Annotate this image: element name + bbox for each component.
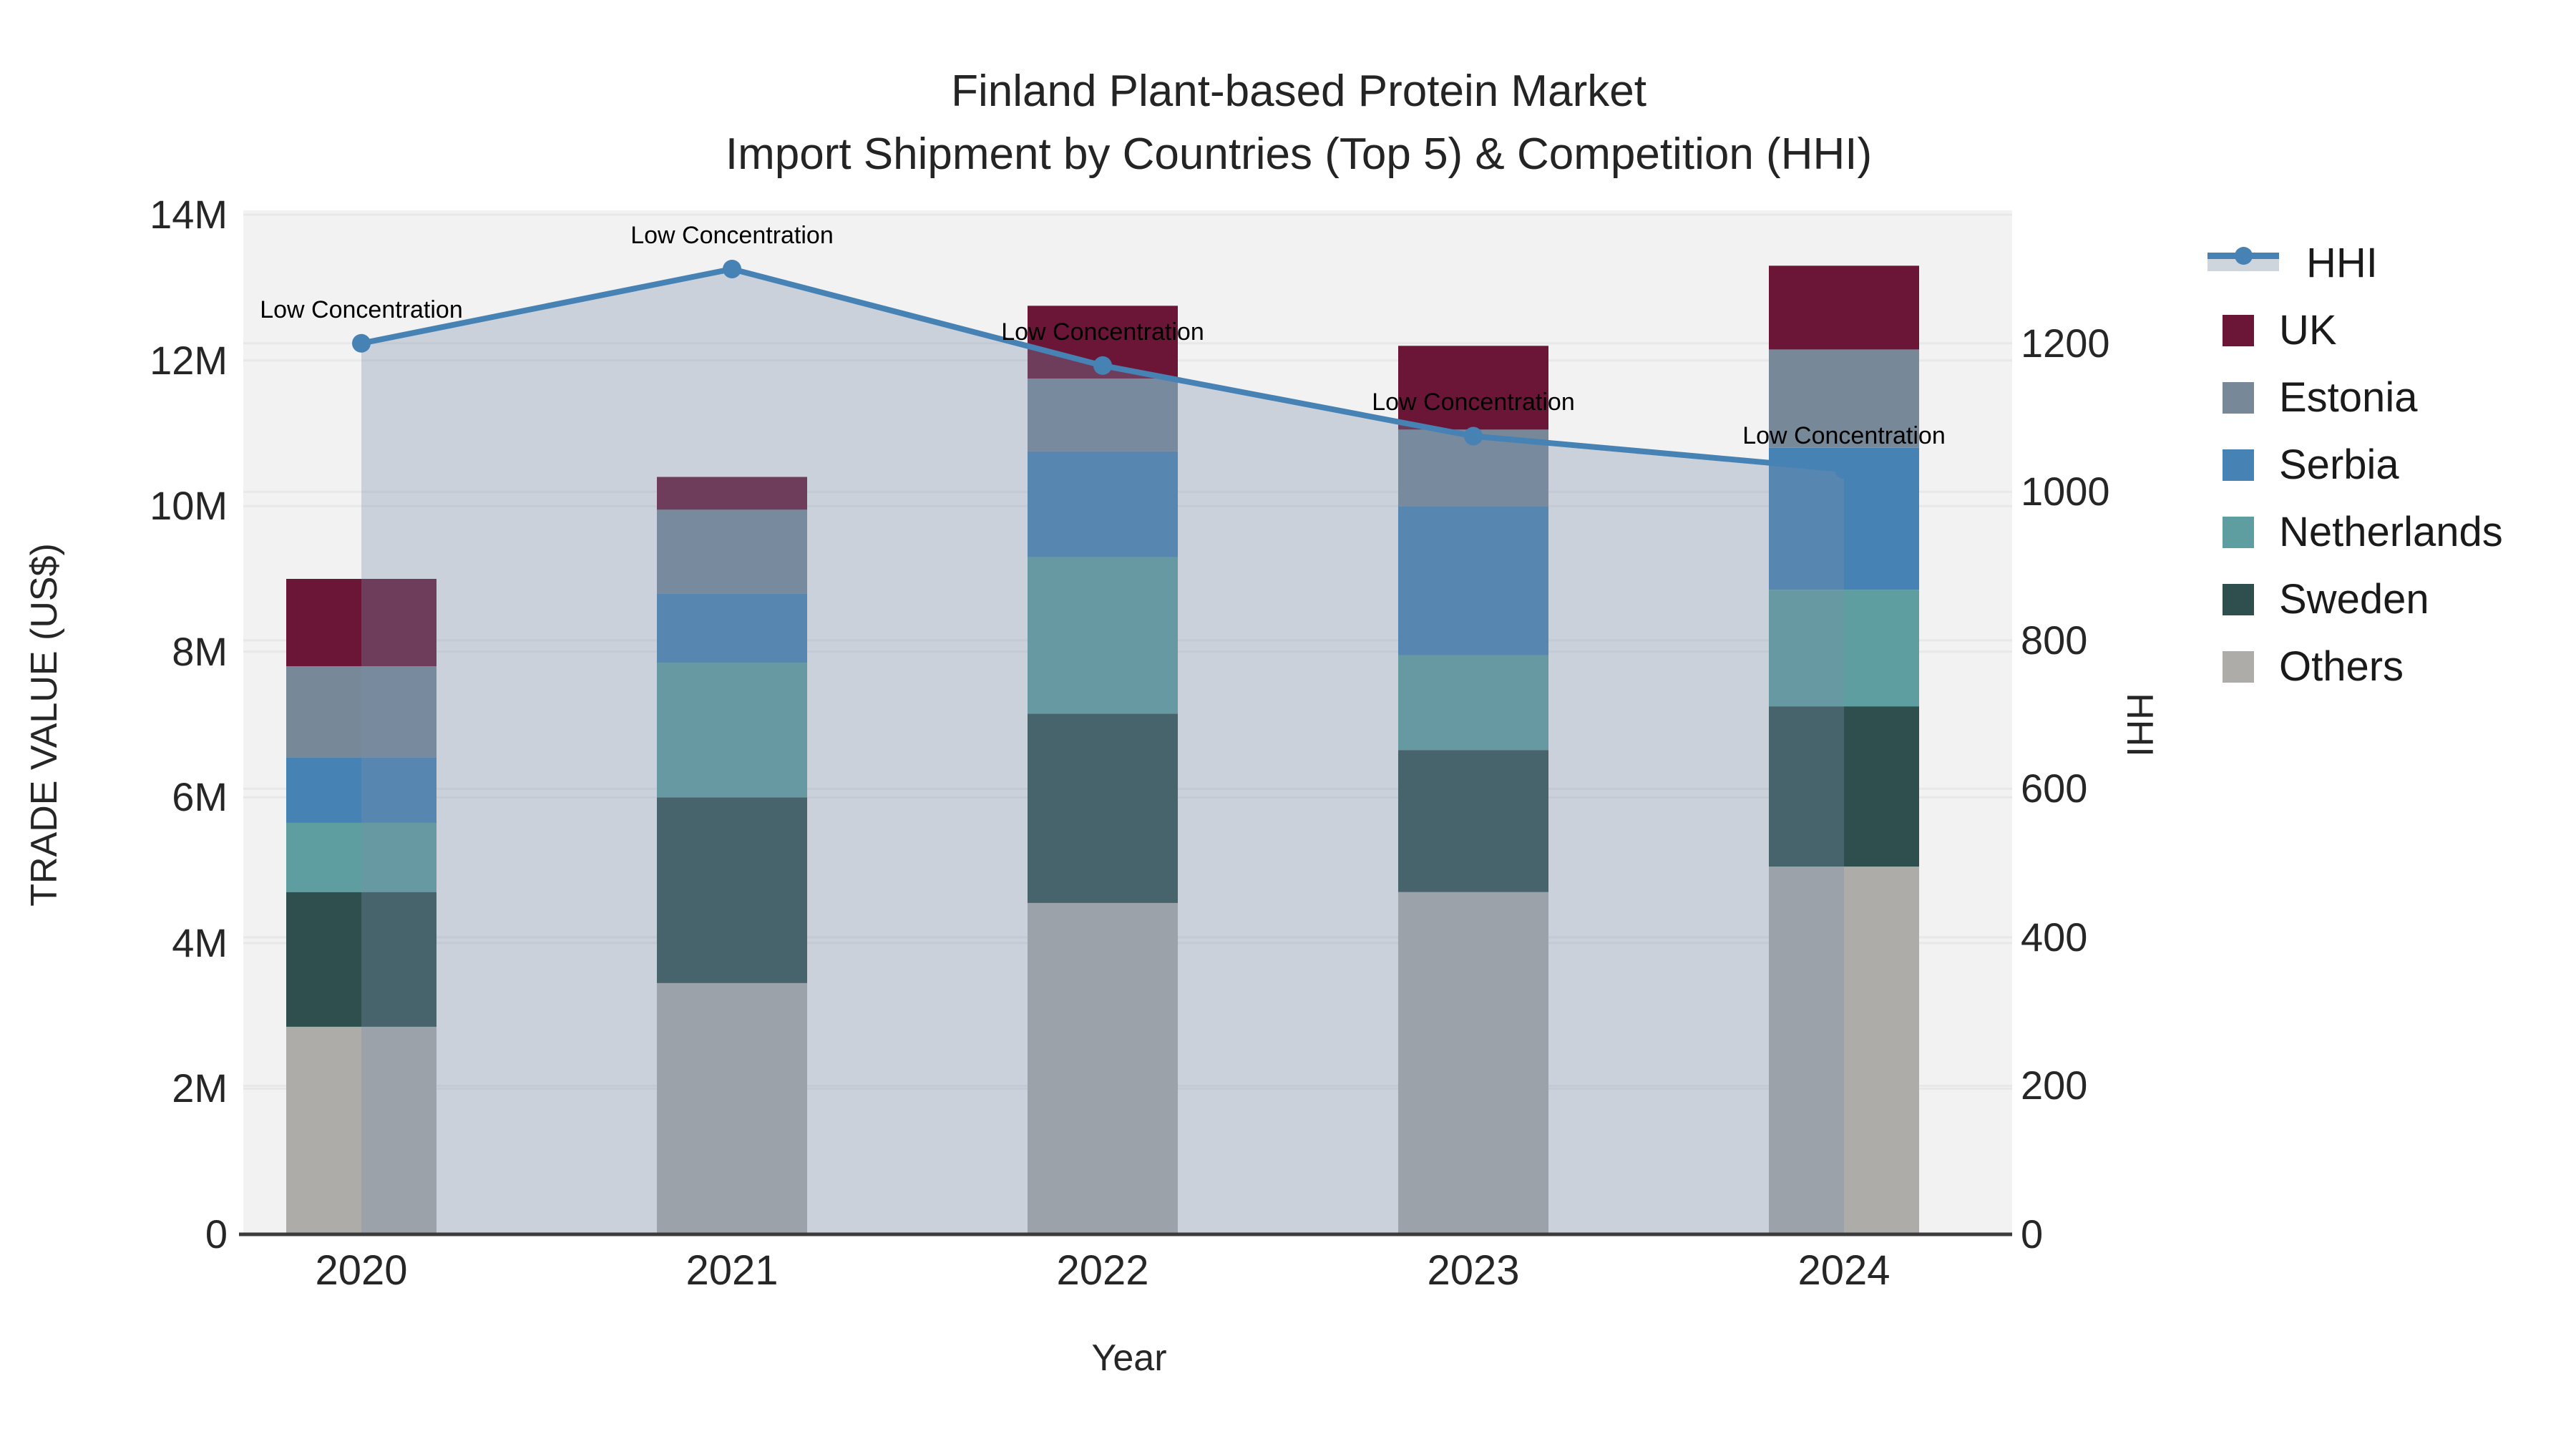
legend-hhi-marker-dot [2235,246,2253,265]
bar-segment-uk-2024[interactable] [1769,265,1919,350]
y-left-tick-label-0: 0 [205,1211,228,1257]
y-left-tick-label-12M: 12M [150,337,228,383]
bar-segment-others-2023[interactable] [1398,892,1548,1234]
legend-label-others: Others [2279,643,2404,690]
bar-segment-uk-2021[interactable] [657,477,807,510]
y-right-tick-label-400: 400 [2021,914,2088,960]
x-tick-label-2022: 2022 [1056,1247,1149,1294]
bar-segment-sweden-2021[interactable] [657,797,807,983]
y-left-tick-label-2M: 2M [172,1065,228,1111]
legend-label-serbia: Serbia [2279,441,2399,488]
legend-label-netherlands: Netherlands [2279,509,2503,555]
bar-segment-estonia-2021[interactable] [657,509,807,594]
legend-swatch-uk [2223,314,2254,346]
x-tick-label-2021: 2021 [686,1247,779,1294]
legend-item-netherlands[interactable]: Netherlands [2207,508,2503,556]
bar-segment-netherlands-2022[interactable] [1028,557,1178,714]
legend-item-sweden[interactable]: Sweden [2207,575,2429,623]
legend-hhi-line-sample [2207,246,2279,279]
chart-title-line2: Import Shipment by Countries (Top 5) & C… [725,130,1873,179]
bar-segment-others-2024[interactable] [1769,867,1919,1234]
bar-segment-netherlands-2024[interactable] [1769,590,1919,707]
bar-segment-estonia-2022[interactable] [1028,379,1178,452]
y-left-tick-label-10M: 10M [150,483,228,529]
bar-segment-others-2020[interactable] [286,1026,436,1234]
annotation-low-concentration-2023: Low Concentration [1372,389,1575,416]
chart-title-line1: Finland Plant-based Protein Market [951,67,1646,116]
y-left-tick-label-14M: 14M [150,192,228,238]
x-tick-label-2024: 2024 [1797,1247,1890,1294]
legend-item-serbia[interactable]: Serbia [2207,441,2399,489]
legend-item-estonia[interactable]: Estonia [2207,374,2417,421]
bar-segment-netherlands-2021[interactable] [657,663,807,798]
hhi-marker-2023[interactable] [1464,426,1483,446]
hhi-marker-2022[interactable] [1093,356,1112,375]
bar-segment-serbia-2022[interactable] [1028,451,1178,557]
x-tick-label-2020: 2020 [315,1247,408,1294]
y-left-tick-label-4M: 4M [172,919,228,965]
y-right-tick-label-600: 600 [2021,766,2088,811]
x-tick-label-2023: 2023 [1427,1247,1520,1294]
bar-segment-others-2022[interactable] [1028,902,1178,1234]
bar-segment-sweden-2023[interactable] [1398,750,1548,892]
hhi-marker-2024[interactable] [1835,460,1853,479]
y-right-tick-label-1200: 1200 [2021,320,2110,366]
legend-swatch-estonia [2223,381,2254,414]
bar-segment-serbia-2021[interactable] [657,593,807,663]
legend-label-hhi: HHI [2306,240,2378,286]
hhi-area-fill [361,268,1844,1234]
bar-segment-serbia-2020[interactable] [286,757,436,823]
bar-segment-sweden-2024[interactable] [1769,706,1919,867]
y-right-tick-label-800: 800 [2021,617,2088,663]
y-left-tick-label-6M: 6M [172,774,228,820]
legend-swatch-sweden [2223,583,2254,615]
legend-label-uk: UK [2279,307,2337,353]
annotation-low-concentration-2024: Low Concentration [1742,422,1946,450]
legend-label-estonia: Estonia [2279,374,2418,421]
bar-segment-netherlands-2020[interactable] [286,822,436,892]
bar-segment-uk-2020[interactable] [286,578,436,667]
bar-segment-uk-2023[interactable] [1398,346,1548,430]
bar-segment-sweden-2020[interactable] [286,892,436,1027]
legend-item-hhi[interactable]: HHI [2207,239,2378,287]
annotation-low-concentration-2022: Low Concentration [1001,318,1204,346]
bar-segment-sweden-2022[interactable] [1028,713,1178,903]
legend-swatch-serbia [2223,449,2254,481]
legend-label-sweden: Sweden [2279,576,2429,623]
legend-swatch-netherlands [2223,516,2254,548]
y-right-axis-title: HHI [2119,693,2160,757]
hhi-marker-2021[interactable] [723,259,741,278]
x-axis-title: Year [1091,1337,1167,1379]
annotation-low-concentration-2020: Low Concentration [260,296,463,323]
legend-swatch-others [2223,650,2254,683]
bar-segment-others-2021[interactable] [657,982,807,1234]
bar-segment-estonia-2024[interactable] [1769,349,1919,448]
y-left-axis-title: TRADE VALUE (US$) [24,543,65,907]
bar-segment-netherlands-2023[interactable] [1398,655,1548,751]
legend-item-others[interactable]: Others [2207,643,2404,691]
y-right-tick-label-1000: 1000 [2021,469,2110,514]
hhi-marker-2020[interactable] [352,333,371,353]
bar-segment-serbia-2023[interactable] [1398,506,1548,655]
annotation-low-concentration-2021: Low Concentration [630,221,834,249]
y-left-tick-label-8M: 8M [172,628,228,674]
y-right-tick-label-0: 0 [2021,1211,2044,1257]
bar-segment-estonia-2020[interactable] [286,666,436,758]
y-right-tick-label-200: 200 [2021,1063,2088,1108]
legend-item-uk[interactable]: UK [2207,306,2337,354]
